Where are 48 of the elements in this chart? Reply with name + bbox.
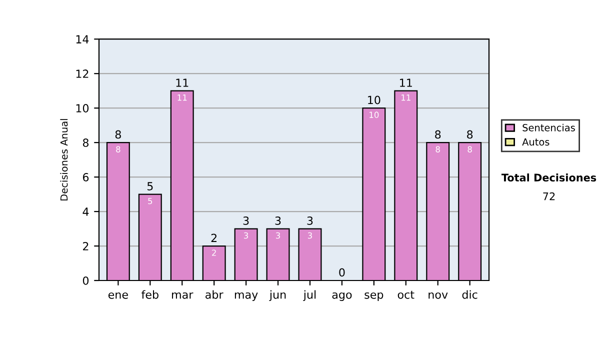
x-tick-label: abr xyxy=(206,290,224,299)
x-tick-label: dic xyxy=(462,290,478,299)
x-tick-label: jun xyxy=(269,290,286,301)
data-label: 3 xyxy=(244,232,248,239)
legend-label: Sentencias xyxy=(522,124,575,132)
total-label: 10 xyxy=(368,96,380,104)
y-tick-label: 4 xyxy=(82,208,89,216)
total-label: 0 xyxy=(339,268,345,277)
x-tick-label: nov xyxy=(428,292,448,299)
legend-label: Autos xyxy=(522,138,550,146)
data-label: 11 xyxy=(178,94,187,101)
y-tick-label: 6 xyxy=(82,173,89,182)
total-label: 11 xyxy=(176,78,188,87)
text: Total Decisiones xyxy=(501,173,596,182)
x-tick-label: oct xyxy=(398,290,414,299)
y-tick-label: 12 xyxy=(76,70,88,78)
text: 72 xyxy=(543,192,555,200)
x-tick-label: ago xyxy=(332,292,352,301)
total-label: 8 xyxy=(467,130,473,139)
data-label: 10 xyxy=(370,112,379,118)
y-tick-label: 10 xyxy=(76,104,89,112)
data-label: 8 xyxy=(468,146,472,152)
total-label: 5 xyxy=(147,182,153,190)
data-label: 3 xyxy=(308,232,312,239)
x-tick-label: ene xyxy=(108,292,128,299)
total-label: 2 xyxy=(211,234,217,242)
data-label: 11 xyxy=(402,94,410,101)
total-label: 3 xyxy=(307,216,313,225)
total-label: 8 xyxy=(115,130,121,139)
y-tick-label: 14 xyxy=(76,35,89,44)
y-tick-label: 0 xyxy=(82,276,89,285)
x-tick-label: may xyxy=(234,292,258,301)
total-label: 11 xyxy=(400,78,412,87)
data-label: 2 xyxy=(212,250,216,256)
y-tick-label: 8 xyxy=(82,138,89,147)
data-label: 8 xyxy=(436,146,440,152)
total-label: 8 xyxy=(435,130,441,139)
data-label: 8 xyxy=(116,146,120,152)
y-axis-title: Decisiones Anual xyxy=(60,119,68,200)
y-tick-label: 2 xyxy=(83,242,88,250)
total-label: 3 xyxy=(275,216,281,225)
data-label: 5 xyxy=(148,198,152,204)
x-tick-label: mar xyxy=(172,292,194,299)
total-label: 3 xyxy=(243,216,249,225)
data-label: 3 xyxy=(276,232,280,239)
x-tick-label: sep xyxy=(364,292,384,301)
x-tick-label: jul xyxy=(303,290,316,301)
x-tick-label: feb xyxy=(142,290,158,299)
